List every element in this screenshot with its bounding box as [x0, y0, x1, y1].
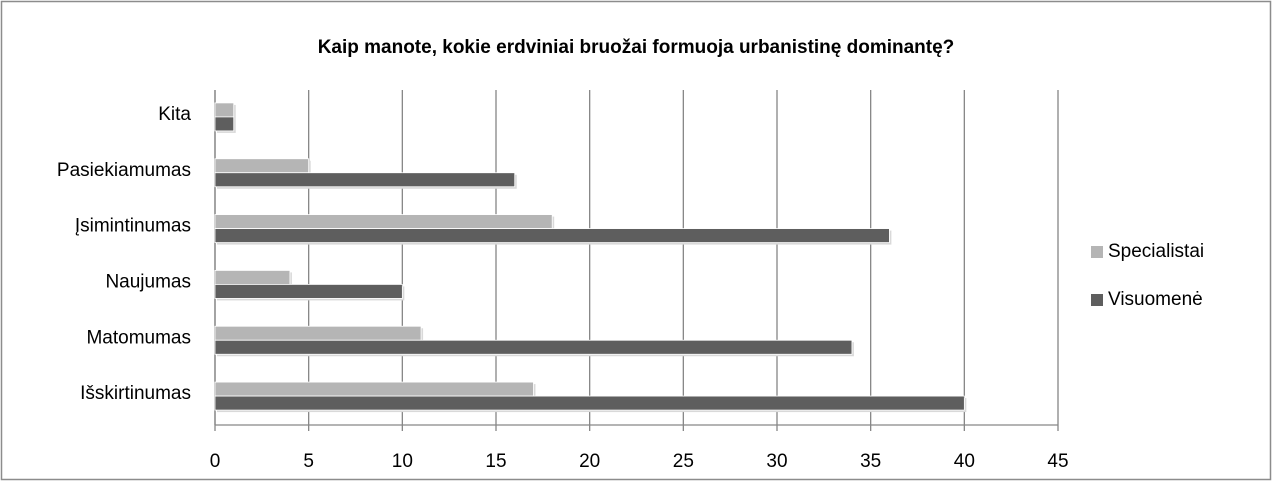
bar	[214, 339, 853, 355]
y-tick-label: Įsimintinumas	[75, 216, 191, 237]
x-tick-label: 0	[210, 451, 221, 472]
bar	[214, 284, 403, 299]
bar	[214, 395, 965, 411]
bar	[214, 102, 235, 118]
bar	[214, 325, 422, 341]
y-tick-label: Matomumas	[86, 327, 191, 348]
x-tick-label: 45	[1047, 451, 1068, 472]
x-tick-label: 5	[303, 451, 314, 472]
y-tick-label: Pasiekiamumas	[57, 160, 191, 181]
bar	[214, 214, 553, 229]
bar	[214, 116, 235, 132]
legend-label: Visuomenė	[1108, 289, 1203, 310]
y-tick-label: Kita	[158, 104, 191, 125]
x-tick-label: 30	[766, 451, 787, 472]
bar	[214, 270, 291, 285]
bar	[214, 158, 310, 174]
x-tick-label: 20	[579, 451, 600, 472]
legend-swatch	[1091, 246, 1103, 258]
bar	[214, 381, 534, 397]
bar	[214, 228, 890, 243]
chart-title: Kaip manote, kokie erdviniai bruožai for…	[318, 37, 955, 58]
x-tick-label: 15	[485, 451, 506, 472]
legend-swatch	[1091, 294, 1103, 306]
x-tick-label: 35	[860, 451, 881, 472]
legend-label: Specialistai	[1108, 241, 1204, 262]
x-tick-label: 40	[954, 451, 975, 472]
y-tick-label: Išskirtinumas	[80, 383, 191, 404]
y-tick-label: Naujumas	[105, 271, 191, 292]
bar	[214, 172, 516, 188]
x-tick-label: 25	[673, 451, 694, 472]
x-tick-label: 10	[392, 451, 413, 472]
